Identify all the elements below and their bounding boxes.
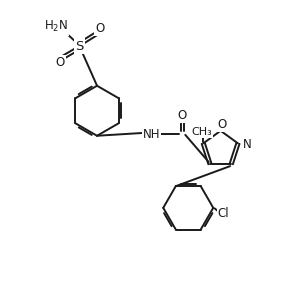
Text: O: O <box>217 118 226 131</box>
Text: NH: NH <box>143 128 160 141</box>
Text: O: O <box>56 56 65 69</box>
Text: N: N <box>242 138 251 151</box>
Text: CH₃: CH₃ <box>191 127 212 137</box>
Text: O: O <box>95 22 105 35</box>
Text: H$_2$N: H$_2$N <box>44 19 68 35</box>
Text: S: S <box>75 40 84 52</box>
Text: O: O <box>178 109 187 122</box>
Text: Cl: Cl <box>218 207 230 220</box>
